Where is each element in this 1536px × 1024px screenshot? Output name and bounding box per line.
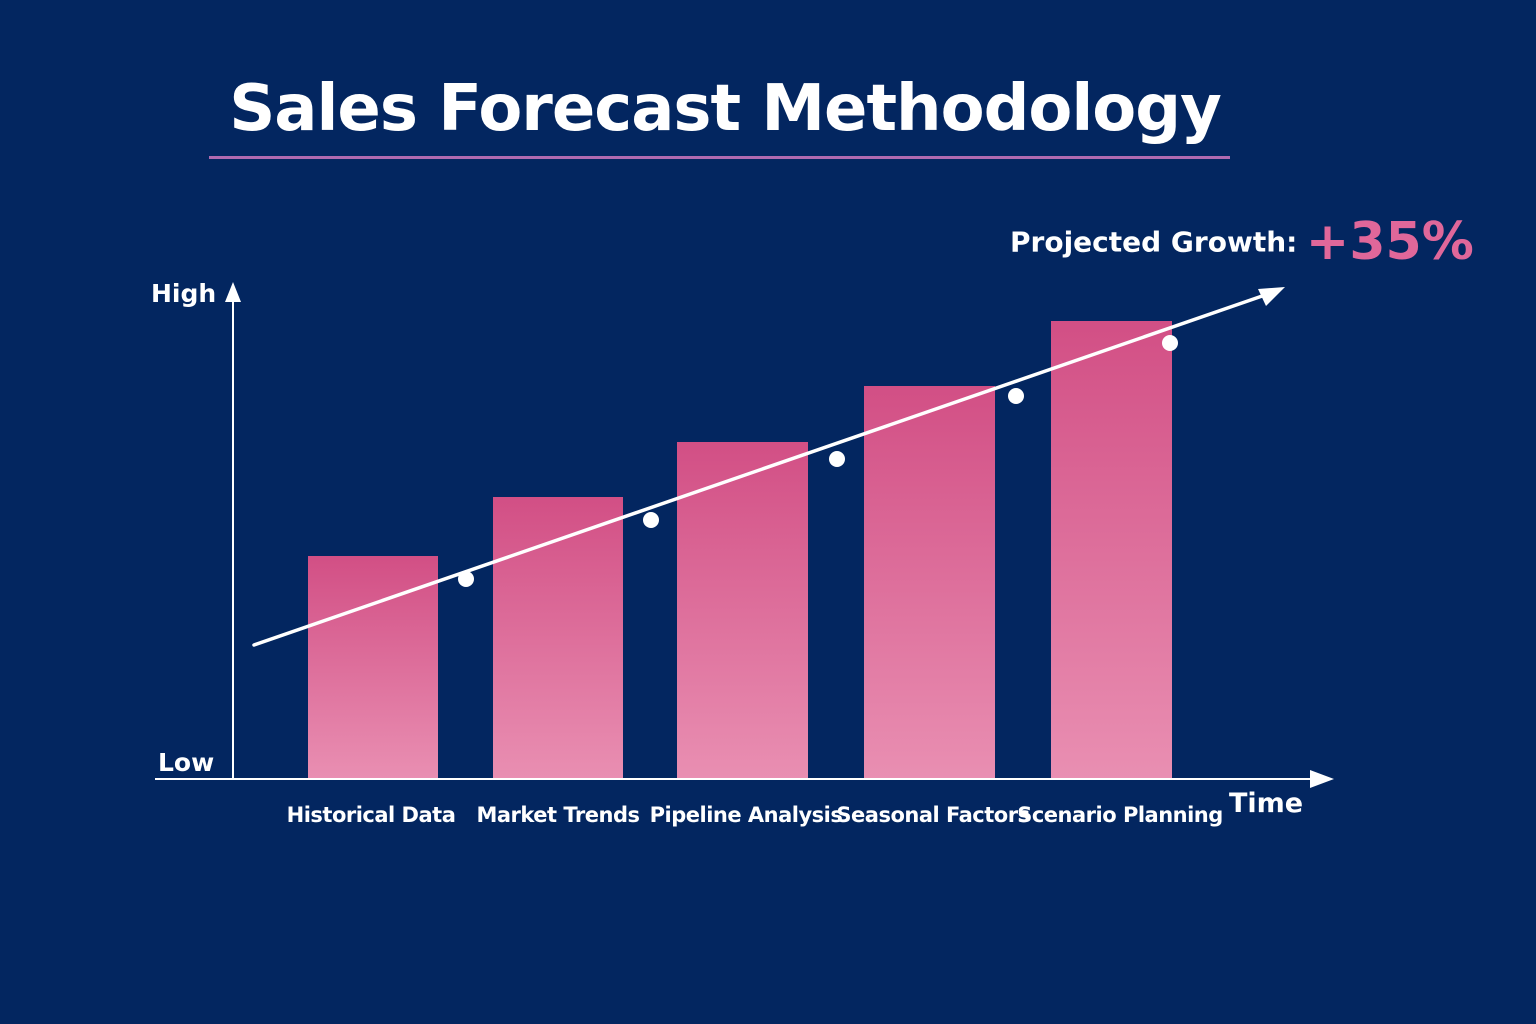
trend-point (1162, 335, 1178, 351)
category-label-historical-data: Historical Data (286, 803, 456, 827)
projected-growth-label: Projected Growth: (1010, 225, 1298, 259)
trend-point (829, 451, 845, 467)
trend-point (458, 571, 474, 587)
bar-series (308, 321, 1172, 779)
category-label-market-trends: Market Trends (476, 803, 640, 827)
y-axis (225, 282, 241, 779)
bar-pipeline-analysis (677, 442, 808, 779)
trend-line (252, 287, 1285, 647)
bar-market-trends (493, 497, 623, 779)
x-axis-arrow-icon (1310, 770, 1334, 788)
category-label-seasonal-factors: Seasonal Factors (836, 803, 1030, 827)
bar-historical-data (308, 556, 438, 779)
chart-title: Sales Forecast Methodology (229, 72, 1222, 146)
bar-seasonal-factors (864, 386, 995, 779)
y-axis-arrow-icon (225, 282, 241, 302)
projected-growth-callout: Projected Growth: +35% (1010, 212, 1474, 272)
title-underline (209, 156, 1230, 159)
x-axis (155, 770, 1334, 788)
projected-growth-value: +35% (1305, 212, 1474, 272)
trend-arrow-icon (1258, 287, 1285, 306)
trend-point (1008, 388, 1024, 404)
category-label-pipeline-analysis: Pipeline Analysis (649, 803, 843, 827)
y-axis-low-label: Low (158, 748, 215, 777)
category-label-scenario-planning: Scenario Planning (1017, 803, 1223, 827)
trend-point (643, 512, 659, 528)
bar-scenario-planning (1051, 321, 1172, 779)
y-axis-high-label: High (151, 279, 217, 308)
x-axis-time-label: Time (1229, 788, 1304, 819)
